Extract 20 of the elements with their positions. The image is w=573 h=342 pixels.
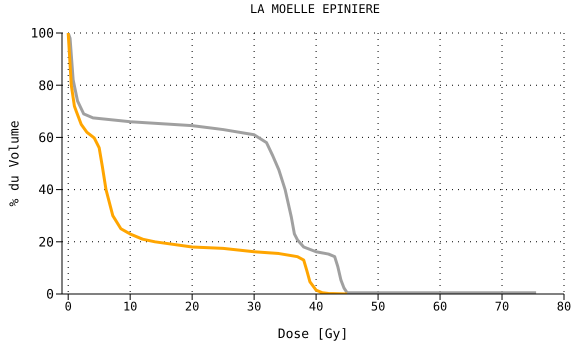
line-series	[66, 33, 349, 294]
x-tick-label: 30	[246, 300, 262, 314]
line-series	[66, 33, 538, 294]
y-tick-label: 0	[46, 288, 54, 303]
x-tick-label: 80	[556, 300, 572, 314]
chart-title: LA MOELLE EPINIERE	[248, 2, 382, 16]
y-tick-label: 20	[38, 235, 54, 250]
y-axis-title: % du Volume	[8, 120, 23, 207]
x-tick-label: 40	[308, 300, 324, 314]
x-tick-label: 10	[122, 300, 138, 314]
x-axis-title: Dose [Gy]	[278, 327, 348, 342]
x-tick-label: 0	[64, 300, 72, 314]
y-tick-label: 80	[38, 78, 54, 94]
y-tick-label: 100	[30, 26, 54, 42]
y-tick-label: 40	[38, 183, 54, 198]
x-tick-label: 20	[184, 300, 200, 314]
x-tick-label: 50	[370, 300, 386, 314]
y-tick-label: 60	[38, 131, 54, 146]
x-tick-label: 60	[432, 300, 448, 314]
x-tick-label: 70	[494, 300, 510, 314]
